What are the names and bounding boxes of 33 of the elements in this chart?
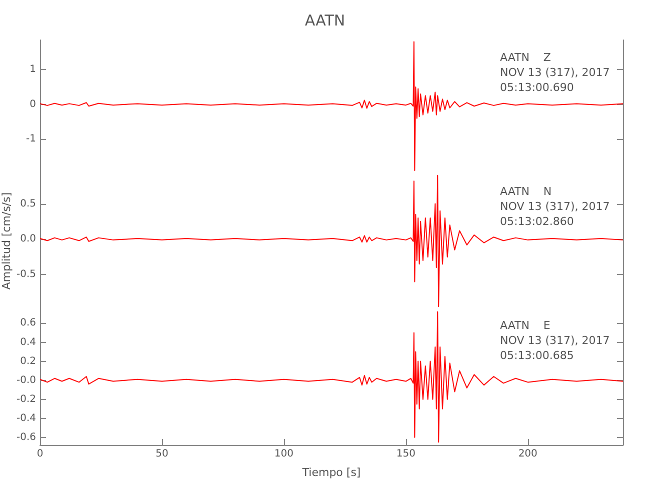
line-series — [40, 311, 624, 443]
annotation: NOV 13 (317), 2017 — [500, 200, 610, 213]
y-axis-title: Amplitud [cm/s/s] — [0, 192, 13, 290]
y-tick-label: 0.6 — [20, 318, 36, 329]
y-tick-label: 0.4 — [20, 336, 36, 348]
x-tick-label: 100 — [274, 448, 294, 460]
x-tick-label: 200 — [518, 448, 538, 460]
annotation: NOV 13 (317), 2017 — [500, 66, 610, 79]
x-tick-label: 50 — [156, 448, 168, 460]
x-tick-label: 0 — [36, 448, 44, 460]
y-tick-label: -0.6 — [16, 432, 36, 443]
annotation: AATN N — [500, 185, 552, 198]
annotation: AATN E — [500, 319, 550, 332]
line-series — [40, 41, 624, 172]
y-tick-label: -1 — [26, 134, 36, 145]
y-tick-label: -0.4 — [16, 412, 36, 424]
line-series — [40, 174, 624, 308]
annotation: NOV 13 (317), 2017 — [500, 334, 610, 347]
y-tick-label: 0.0 — [20, 234, 36, 245]
y-tick-label: 1 — [30, 64, 36, 76]
y-tick-label: -0.5 — [16, 269, 36, 280]
annotation: 05:13:00.690 — [500, 81, 574, 94]
y-tick-label: 0.5 — [20, 198, 36, 210]
annotation: AATN Z — [500, 51, 552, 64]
y-tick-label: 0 — [30, 98, 36, 110]
annotation: 05:13:00.685 — [500, 349, 574, 362]
annotation: 05:13:02.860 — [500, 215, 574, 228]
y-tick-label: 0.2 — [20, 356, 36, 367]
y-tick-label: -0.2 — [16, 394, 36, 405]
y-tick-label: -0.0 — [16, 374, 36, 386]
x-tick-label: 150 — [396, 448, 416, 460]
chart-title: AATN — [304, 12, 346, 30]
x-axis-title: Tiempo [s] — [301, 466, 361, 479]
